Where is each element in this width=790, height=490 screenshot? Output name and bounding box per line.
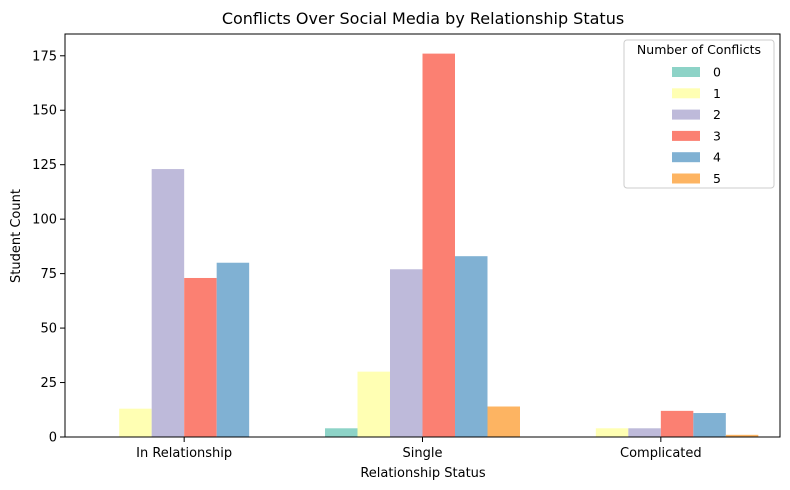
legend-swatch-4	[672, 152, 700, 163]
legend-label-0: 0	[713, 65, 721, 80]
bar-in-relationship-conflicts-1	[119, 408, 152, 437]
legend-label-4: 4	[713, 150, 721, 165]
y-tick-label: 75	[40, 267, 57, 282]
bar-complicated-conflicts-5	[725, 434, 759, 437]
legend-swatch-1	[672, 88, 700, 99]
x-tick-label: Single	[403, 446, 443, 461]
legend-swatch-2	[672, 109, 700, 120]
legend-label-2: 2	[713, 107, 721, 122]
y-tick-label: 125	[32, 158, 57, 173]
chart-title: Conflicts Over Social Media by Relations…	[222, 9, 624, 28]
y-tick-label: 0	[49, 431, 57, 446]
y-tick-label: 50	[40, 322, 57, 337]
y-tick-label: 175	[32, 49, 57, 64]
legend-label-1: 1	[713, 86, 721, 101]
legend-swatch-3	[672, 130, 700, 141]
bars-group	[119, 53, 759, 438]
x-axis-title: Relationship Status	[360, 466, 486, 481]
y-axis-title: Student Count	[9, 189, 24, 283]
legend-label-5: 5	[713, 171, 721, 186]
legend-swatch-5	[672, 173, 700, 184]
legend-title: Number of Conflicts	[637, 42, 761, 57]
bar-single-conflicts-2	[390, 269, 423, 437]
bar-in-relationship-conflicts-2	[151, 169, 185, 437]
bar-in-relationship-conflicts-3	[184, 277, 217, 437]
x-tick-label: Complicated	[620, 446, 702, 461]
legend-swatch-0	[672, 67, 700, 77]
bar-complicated-conflicts-4	[693, 413, 726, 437]
legend-label-3: 3	[713, 128, 721, 143]
bar-single-conflicts-1	[357, 371, 390, 437]
bar-complicated-conflicts-1	[595, 428, 629, 437]
legend[interactable]: Number of Conflicts 0 1 2 3 4 5	[623, 39, 775, 189]
y-tick-label: 150	[32, 104, 57, 119]
bar-single-conflicts-4	[455, 256, 488, 437]
bar-single-conflicts-5	[487, 406, 520, 437]
y-tick-label: 100	[32, 213, 57, 228]
x-tick-label: In Relationship	[136, 446, 232, 461]
y-axis: 0 25 50 75 100 125 150 175	[32, 49, 65, 446]
y-tick-label: 25	[40, 376, 57, 391]
plot-frame	[64, 33, 781, 438]
bar-single-conflicts-0	[325, 428, 358, 437]
bar-complicated-conflicts-2	[628, 428, 661, 437]
bar-single-conflicts-3	[422, 53, 455, 438]
bar-in-relationship-conflicts-4	[216, 262, 250, 437]
x-axis: In Relationship Single Complicated	[136, 437, 702, 461]
bar-complicated-conflicts-3	[660, 410, 694, 437]
